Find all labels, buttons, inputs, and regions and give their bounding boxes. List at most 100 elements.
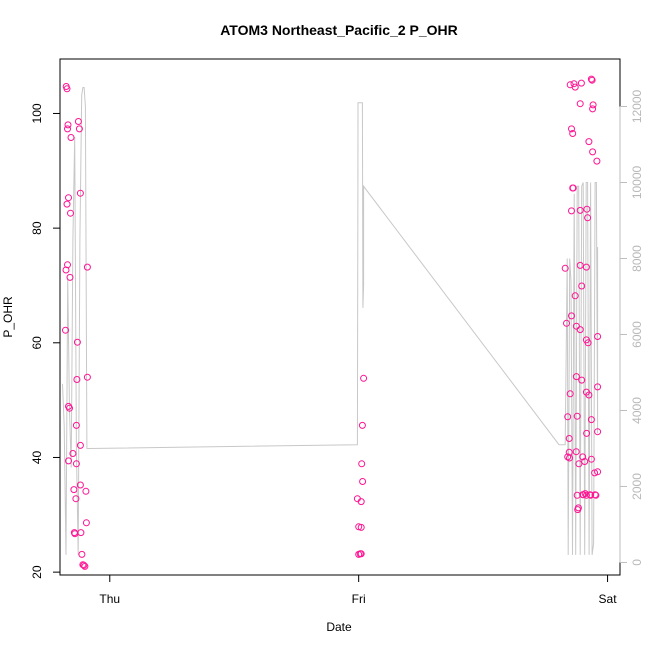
y2-tick-label: 4000 — [630, 397, 644, 424]
data-point — [64, 261, 71, 269]
points-layer — [62, 75, 602, 570]
data-point — [64, 125, 71, 133]
data-point — [582, 263, 590, 271]
data-point — [357, 498, 365, 506]
y2-axis: 0 2000 4000 6000 8000 10000 12000 — [619, 89, 644, 566]
y2-tick-label: 8000 — [630, 245, 644, 272]
data-point — [62, 326, 69, 334]
data-point — [563, 319, 570, 327]
data-point — [576, 100, 584, 108]
data-point — [578, 376, 586, 384]
data-point — [589, 105, 597, 113]
data-point — [67, 209, 74, 217]
chart-title: ATOM3 Northeast_Pacific_2 P_OHR — [220, 22, 458, 38]
data-point — [358, 460, 366, 468]
data-point — [65, 194, 72, 202]
data-point — [65, 457, 72, 465]
data-point — [579, 453, 587, 461]
y-tick-label: 80 — [30, 221, 44, 235]
data-point — [569, 130, 577, 137]
y-tick-label: 100 — [30, 103, 44, 123]
y2-tick-label: 2000 — [630, 473, 644, 500]
data-point — [568, 207, 575, 215]
data-point — [72, 460, 80, 468]
data-point — [566, 390, 574, 398]
data-point — [76, 441, 84, 449]
data-point — [573, 412, 581, 420]
data-point — [564, 453, 572, 461]
x-tick-label: Thu — [99, 592, 120, 606]
data-point — [578, 282, 586, 290]
data-point — [589, 148, 597, 156]
data-point — [585, 138, 593, 146]
x-tick-label: Sat — [599, 592, 618, 606]
data-point — [568, 125, 575, 133]
y2-tick-label: 0 — [630, 559, 644, 566]
data-point — [77, 529, 85, 537]
y2-tick-label: 12000 — [630, 89, 644, 123]
data-point — [594, 383, 602, 391]
data-point — [576, 326, 584, 334]
data-point — [592, 491, 600, 499]
data-point — [582, 491, 590, 499]
data-point — [67, 134, 75, 141]
data-point — [574, 504, 582, 512]
data-point — [594, 468, 602, 476]
x-axis: Thu Fri Sat — [99, 574, 618, 606]
data-point — [583, 429, 591, 437]
data-point — [587, 455, 595, 463]
data-point — [359, 478, 367, 485]
data-point — [593, 157, 601, 165]
data-point — [76, 189, 84, 197]
data-point — [82, 519, 90, 527]
data-point — [591, 469, 599, 477]
data-point — [357, 523, 365, 531]
y-axis-label: P_OHR — [1, 296, 15, 338]
data-point — [564, 413, 572, 421]
data-point — [584, 214, 592, 222]
data-point — [66, 273, 74, 281]
data-point — [583, 205, 591, 213]
data-point — [80, 561, 88, 569]
data-point — [83, 373, 91, 381]
data-point — [579, 491, 587, 499]
data-point — [576, 206, 584, 214]
x-tick-label: Fri — [352, 592, 366, 606]
data-point — [72, 421, 80, 429]
y2-tick-label: 6000 — [630, 321, 644, 348]
y-tick-label: 40 — [30, 450, 44, 464]
secondary-line-layer — [62, 87, 599, 555]
data-point — [569, 184, 577, 192]
y-axis: 20 40 60 80 100 — [30, 103, 61, 579]
data-point — [360, 374, 368, 382]
data-point — [72, 495, 80, 503]
y2-tick-label: 10000 — [630, 165, 644, 199]
data-point — [594, 333, 602, 340]
data-point — [357, 550, 365, 558]
data-point — [572, 373, 580, 381]
data-point — [581, 458, 589, 465]
data-point — [561, 264, 569, 272]
data-point — [70, 486, 78, 494]
data-point — [64, 121, 72, 129]
data-point — [571, 292, 579, 300]
data-point — [575, 460, 583, 468]
data-point — [63, 200, 71, 208]
data-point — [78, 550, 86, 558]
y-tick-label: 60 — [30, 336, 44, 350]
data-point — [571, 83, 579, 91]
data-point — [577, 79, 585, 87]
data-point — [66, 404, 73, 412]
data-point — [594, 428, 602, 436]
data-point — [584, 339, 592, 347]
data-point — [570, 80, 578, 88]
data-point — [76, 481, 84, 489]
data-point — [587, 416, 595, 424]
data-point — [587, 75, 595, 83]
data-point — [566, 454, 573, 462]
secondary-series-line — [62, 87, 599, 555]
data-point — [568, 312, 575, 320]
data-point — [81, 562, 89, 570]
y-tick-label: 20 — [30, 565, 44, 579]
data-point — [587, 491, 595, 499]
